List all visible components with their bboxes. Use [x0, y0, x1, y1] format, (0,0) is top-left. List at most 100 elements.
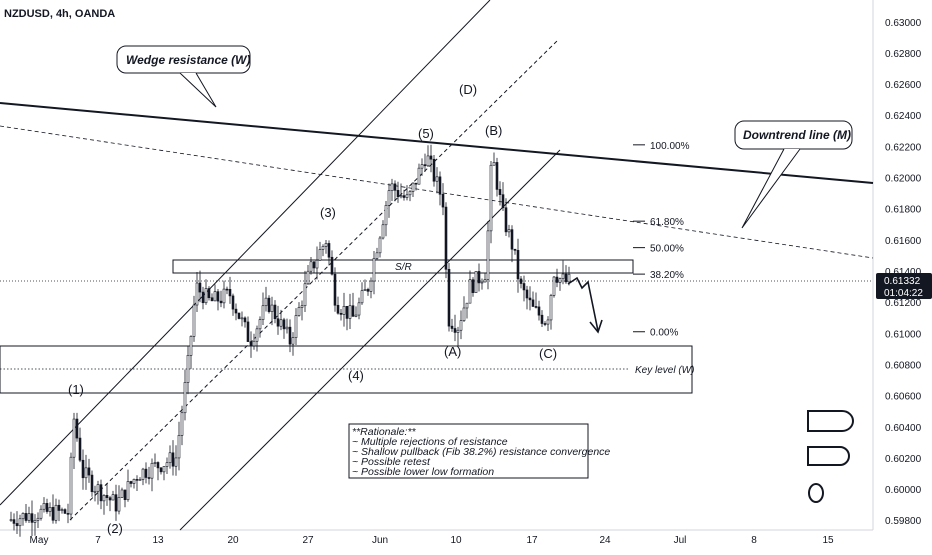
candle-body: [363, 289, 367, 291]
candle-body: [525, 289, 529, 299]
candle-body: [234, 308, 238, 314]
candle-body: [117, 497, 121, 512]
candle-body: [306, 270, 310, 285]
candle-body: [330, 256, 334, 275]
candle-body: [339, 312, 343, 315]
candle-body: [129, 481, 133, 484]
projection-arrow[interactable]: [567, 276, 603, 334]
candle-body: [516, 250, 520, 280]
price-tick-label: 0.62600: [885, 80, 922, 91]
candle-body: [72, 418, 76, 458]
circle-icon[interactable]: [808, 483, 824, 503]
price-tick-label: 0.62200: [885, 142, 922, 153]
candle-body: [153, 462, 157, 464]
candle-body: [237, 312, 241, 319]
candle-body: [90, 474, 94, 493]
time-tick-label: Jul: [674, 535, 687, 546]
candle-body: [417, 167, 421, 185]
candle-body: [327, 243, 331, 258]
fib-level-label: 38.20%: [650, 270, 684, 281]
wave-label-5: (5): [418, 126, 434, 141]
candle-body: [414, 182, 418, 185]
key-level-zone[interactable]: [0, 345, 693, 394]
candle-body: [195, 282, 199, 306]
candle-body: [180, 412, 184, 436]
candle-body: [228, 289, 232, 297]
candlestick-series[interactable]: [9, 144, 571, 537]
sr-label: S/R: [395, 262, 412, 273]
candle-body: [483, 279, 487, 283]
pill-bottom-icon[interactable]: [807, 446, 850, 466]
price-scale[interactable]: 0.63000 0.62800 0.62600 0.62400 0.62200 0.620…: [885, 18, 922, 527]
sr-zone[interactable]: [172, 259, 634, 274]
candle-body: [42, 503, 46, 510]
candle-body: [480, 281, 484, 284]
candle-body: [477, 271, 481, 284]
candle-body: [321, 246, 325, 250]
time-tick-label: 10: [450, 535, 462, 546]
wedge-resistance-callout[interactable]: Wedge resistance (W): [116, 45, 251, 108]
wave-label-2: (2): [107, 521, 123, 536]
downtrend-label: Downtrend line (M): [743, 128, 851, 142]
time-scale[interactable]: May 7 13 20 27 Jun 10 17 24 Jul 8 15: [30, 535, 834, 546]
candle-body: [333, 273, 337, 306]
candle-body: [498, 189, 502, 195]
candle-body: [465, 302, 469, 309]
bar-countdown: 01:04:22: [884, 288, 923, 299]
fib-retracement[interactable]: 100.00% 61.80% 50.00% 38.20% 0.00%: [633, 141, 690, 339]
rationale-line-2: ~ Shallow pullback (Fib 38.2%) resistanc…: [352, 446, 610, 458]
candle-body: [408, 191, 412, 196]
candle-body: [540, 314, 544, 324]
candle-body: [231, 295, 235, 310]
candle-body: [318, 249, 322, 261]
channel-lower-line[interactable]: [179, 149, 561, 531]
candle-body: [60, 509, 64, 511]
pill-top-icon[interactable]: [807, 410, 854, 432]
candle-body: [198, 282, 202, 293]
candle-body: [297, 307, 301, 316]
candle-body: [18, 518, 22, 527]
wedge-resistance-line[interactable]: [0, 102, 874, 184]
candle-body: [174, 457, 178, 467]
candle-body: [402, 195, 406, 198]
candle-body: [183, 382, 187, 414]
candle-body: [564, 273, 568, 283]
rationale-note[interactable]: **Rationale:** ~ Multiple rejections of …: [348, 423, 610, 479]
candle-body: [168, 452, 172, 464]
candle-body: [513, 248, 517, 251]
time-tick-label: 7: [95, 535, 101, 546]
candle-body: [222, 288, 226, 304]
candle-body: [315, 259, 319, 269]
price-tick-label: 0.61400: [885, 267, 922, 278]
candle-body: [456, 329, 460, 333]
channel-mid-line[interactable]: [69, 39, 559, 521]
candle-body: [120, 489, 124, 498]
candle-body: [474, 271, 478, 293]
candle-body: [99, 484, 103, 502]
candle-body: [87, 467, 91, 476]
candle-body: [357, 302, 361, 316]
candle-body: [261, 305, 265, 320]
candle-body: [549, 295, 553, 321]
candle-body: [426, 155, 430, 167]
candle-body: [144, 468, 148, 478]
candle-body: [435, 176, 439, 182]
channel-upper-line[interactable]: [0, 0, 491, 506]
price-tick-label: 0.61200: [885, 298, 922, 309]
candle-body: [567, 273, 571, 283]
price-tick-label: 0.61000: [885, 329, 922, 340]
time-tick-label: 15: [822, 535, 834, 546]
downtrend-callout[interactable]: Downtrend line (M): [734, 120, 853, 229]
candle-body: [405, 194, 409, 198]
candle-body: [369, 280, 373, 292]
candle-body: [201, 291, 205, 304]
candle-body: [561, 273, 565, 279]
candle-body: [270, 304, 274, 312]
candle-body: [39, 508, 43, 519]
downtrend-dashed-line[interactable]: [0, 125, 874, 259]
candle-body: [351, 305, 355, 317]
floating-toolbar[interactable]: [807, 410, 854, 503]
candle-body: [45, 503, 49, 512]
